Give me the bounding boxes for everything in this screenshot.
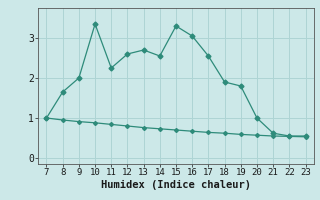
X-axis label: Humidex (Indice chaleur): Humidex (Indice chaleur) <box>101 180 251 190</box>
